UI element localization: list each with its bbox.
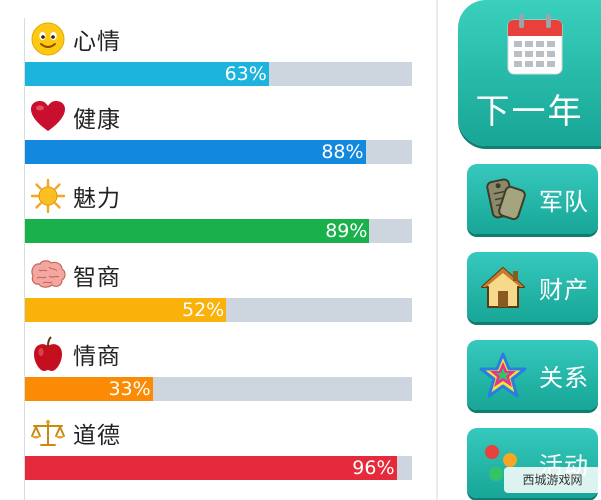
stat-bar-track: 96%	[25, 456, 412, 480]
stat-bar-fill: 89%	[25, 219, 370, 243]
stat-bar-track: 52%	[25, 298, 412, 322]
stat-bar-fill: 88%	[25, 140, 366, 164]
sun-icon	[29, 177, 67, 215]
stat-bar-fill: 33%	[25, 377, 153, 401]
heart-icon	[29, 98, 67, 136]
stat-bar-track: 33%	[25, 377, 412, 401]
stat-iq: 智商 52%	[25, 256, 412, 336]
panel-divider	[436, 0, 438, 500]
stat-morality: 道德 96%	[25, 414, 412, 494]
stat-mood: 心情 63%	[25, 20, 412, 100]
stat-label: 情商	[73, 344, 121, 370]
stat-bar-fill: 96%	[25, 456, 397, 480]
house-icon	[477, 261, 529, 313]
watermark-logo: 西城游戏网	[504, 467, 601, 493]
brain-icon	[29, 256, 67, 294]
stat-percent: 52%	[182, 299, 225, 321]
assets-button[interactable]: 财产	[467, 252, 598, 322]
stat-charm: 魅力 89%	[25, 177, 412, 257]
stat-label: 魅力	[73, 186, 121, 212]
stat-percent: 88%	[321, 141, 364, 163]
relations-label: 关系	[539, 363, 589, 392]
stat-eq: 情商 33%	[25, 335, 412, 415]
stat-percent: 33%	[108, 378, 151, 400]
calendar-icon	[506, 12, 564, 80]
army-tags-icon	[477, 173, 529, 225]
star-icon	[477, 349, 529, 401]
stat-percent: 96%	[352, 457, 395, 479]
scales-icon	[29, 414, 67, 452]
stat-percent: 63%	[224, 63, 267, 85]
stat-label: 智商	[73, 265, 121, 291]
stat-percent: 89%	[325, 220, 368, 242]
assets-label: 财产	[539, 275, 589, 304]
left-border-line	[24, 18, 25, 500]
army-button[interactable]: 军队	[467, 164, 598, 234]
army-label: 军队	[539, 187, 589, 216]
next-year-label: 下一年	[475, 92, 584, 132]
activity-icon	[477, 437, 529, 489]
relations-button[interactable]: 关系	[467, 340, 598, 410]
stat-bar-fill: 52%	[25, 298, 227, 322]
apple-icon	[29, 335, 67, 373]
stat-bar-track: 89%	[25, 219, 412, 243]
stat-label: 心情	[73, 29, 121, 55]
smiley-face-icon	[29, 20, 67, 58]
next-year-button[interactable]: 下一年	[458, 0, 601, 146]
stat-label: 道德	[73, 423, 121, 449]
stat-health: 健康 88%	[25, 98, 412, 178]
stat-label: 健康	[73, 107, 121, 133]
stat-bar-track: 88%	[25, 140, 412, 164]
stat-bar-track: 63%	[25, 62, 412, 86]
stat-bar-fill: 63%	[25, 62, 269, 86]
